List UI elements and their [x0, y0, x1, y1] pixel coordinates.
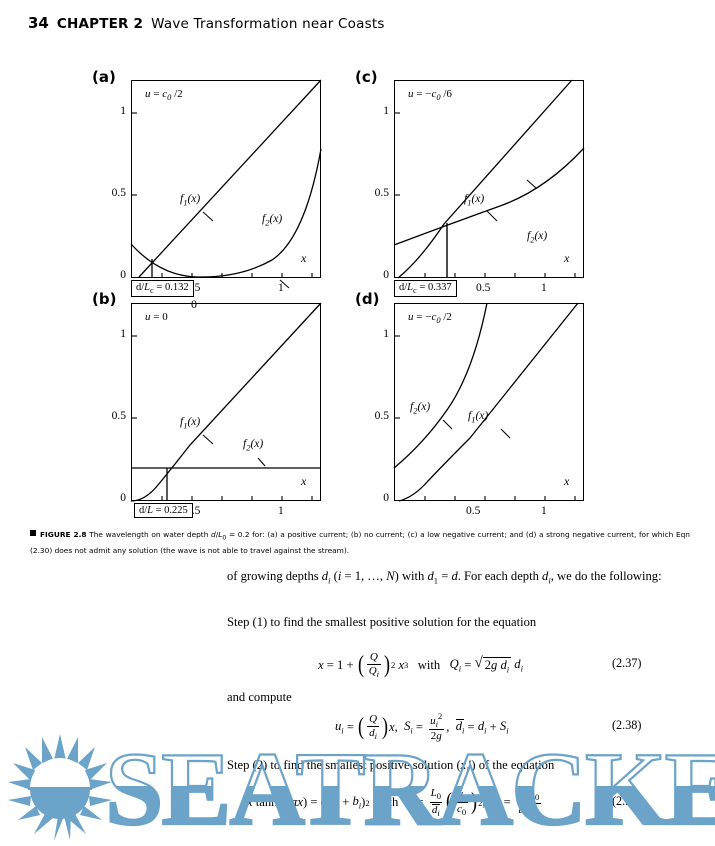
panel-c-ytick-0: 0	[383, 269, 389, 281]
chapter-label: CHAPTER 2	[56, 16, 144, 32]
panel-d-ytick-1: 1	[383, 328, 389, 340]
equation-2-39-number: (2.39)	[612, 794, 642, 808]
panel-a-solution-box: d/Lc = 0.132	[131, 280, 194, 298]
panel-d-ytick-05: 0.5	[374, 410, 389, 422]
panel-a-ytick-05: 0.5	[111, 187, 126, 199]
panel-b-curve2-label: f2(x)	[243, 438, 264, 453]
equation-2-39: x tanh (2 πx) = ai(x + bi) 2 with ai = L0 d…	[247, 787, 541, 818]
panel-b-ytick-05: 0.5	[111, 410, 126, 422]
panel-c-ytick-05: 0.5	[374, 187, 389, 199]
panel-b-xaxis-label: x	[301, 474, 307, 488]
panel-c-curve1-label: f1(x)	[464, 193, 485, 208]
panel-d-xaxis-label: x	[564, 474, 570, 488]
panel-c-letter: (c)	[355, 68, 378, 86]
figure-caption: FIGURE 2.8 The wavelength on water depth…	[30, 528, 690, 558]
panel-c-condition: u = −c0 /6	[408, 88, 452, 103]
panel-a-curve2-label: f2(x)	[262, 213, 283, 228]
panel-a-xaxis-label: x	[301, 251, 307, 265]
panel-d-curve2-label: f2(x)	[410, 401, 431, 416]
panel-b-letter: (b)	[92, 290, 117, 308]
panel-c-plotbox	[394, 80, 584, 278]
panel-b-solution-box: d/L = 0.225	[134, 503, 193, 519]
caption-marker-icon	[30, 530, 36, 536]
panel-d-plotbox	[394, 303, 584, 501]
paragraph-step-1: Step (1) to find the smallest positive s…	[227, 615, 537, 629]
watermark-text: SEATRACKER.RU	[105, 730, 715, 841]
panel-c-solution-box: d/Lc = 0.337	[394, 280, 457, 298]
panel-b-ytick-1: 1	[120, 328, 126, 340]
panel-d-condition: u = −c0 /2	[408, 311, 452, 326]
panel-d-letter: (d)	[355, 290, 380, 308]
panel-b-xtick-1: 1	[278, 505, 284, 517]
panel-d-ytick-0: 0	[383, 492, 389, 504]
panel-d-xtick-05: 0.5	[466, 505, 481, 517]
panel-a-ytick-1: 1	[120, 105, 126, 117]
panel-c-xtick-1: 1	[541, 282, 547, 294]
equation-2-38-number: (2.38)	[612, 718, 642, 732]
panel-a-curve1-label: f1(x)	[180, 193, 201, 208]
panel-c-ytick-1: 1	[383, 105, 389, 117]
panel-c-curves	[393, 79, 585, 279]
panel-b-condition: u = 0	[145, 311, 168, 323]
caption-body: The wavelength on water depth d/L0 = 0.2…	[30, 530, 690, 555]
stray-zero-label: 0	[191, 297, 197, 311]
paragraph-growing-depths: of growing depths di (i = 1, …, N) with …	[227, 569, 662, 586]
equation-2-37-number: (2.37)	[612, 656, 642, 670]
panel-a-plotbox	[131, 80, 321, 278]
paragraph-and-compute: and compute	[227, 690, 292, 704]
panel-d-xtick-1: 1	[541, 505, 547, 517]
panel-b-plotbox	[131, 303, 321, 501]
panel-b-curves	[130, 302, 322, 502]
panel-d-curves	[393, 302, 579, 502]
chapter-title: Wave Transformation near Coasts	[151, 16, 385, 32]
sun-burst-logo-icon	[8, 734, 112, 841]
panel-b-ytick-0: 0	[120, 492, 126, 504]
panel-c-xaxis-label: x	[564, 251, 570, 265]
figure-2-8: (a) u = c0 /2 f1(x)	[0, 60, 715, 530]
panel-c-xtick-05: 0.5	[476, 282, 491, 294]
panel-a-letter: (a)	[92, 68, 116, 86]
panel-b-curve1-label: f1(x)	[180, 416, 201, 431]
page-number: 34	[28, 14, 49, 32]
panel-a-xtick-1: 1	[278, 282, 284, 294]
caption-label: FIGURE 2.8	[40, 530, 87, 539]
panel-a-condition: u = c0 /2	[145, 88, 183, 103]
panel-a-curves	[130, 79, 322, 289]
panel-d-curve1-label: f1(x)	[468, 410, 489, 425]
panel-a-ytick-0: 0	[120, 269, 126, 281]
running-head: 34 CHAPTER 2 Wave Transformation near Co…	[28, 14, 385, 32]
panel-c-curve2-label: f2(x)	[527, 230, 548, 245]
paragraph-step-2: Step (2) to find the smallest positive s…	[227, 758, 555, 775]
